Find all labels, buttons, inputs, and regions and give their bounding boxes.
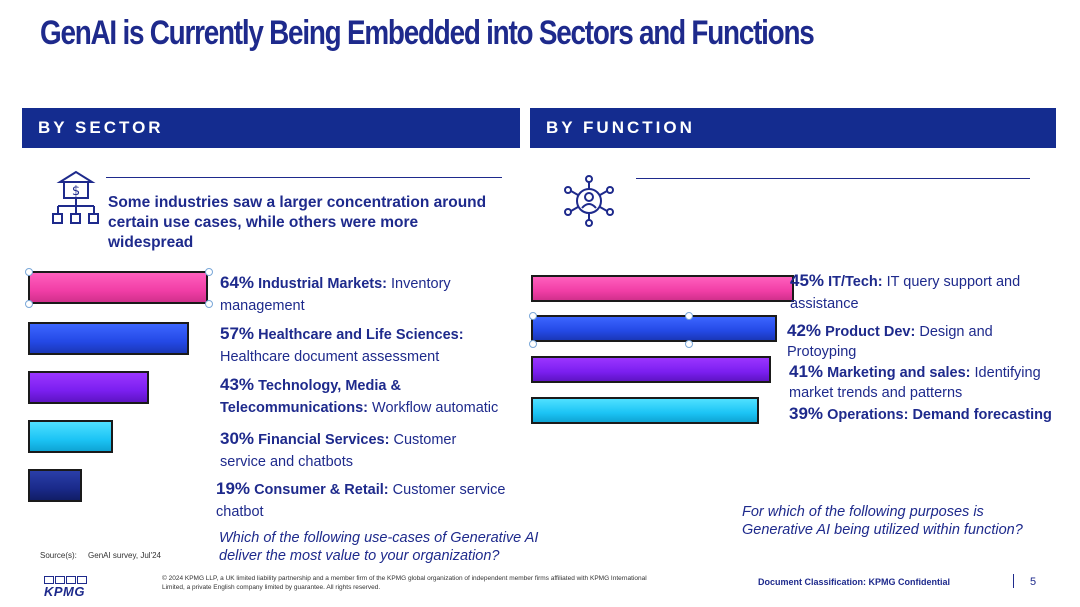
source-label: Source(s): bbox=[40, 551, 77, 560]
sector-heading: BY SECTOR bbox=[38, 118, 164, 137]
sector-bar bbox=[28, 322, 189, 355]
sector-label: 57% Healthcare and Life Sciences: Health… bbox=[220, 323, 520, 368]
sector-desc: Workflow automatic bbox=[372, 400, 499, 416]
sector-pct: 64% bbox=[220, 273, 255, 292]
function-heading: BY FUNCTION bbox=[546, 118, 695, 137]
resize-handle[interactable] bbox=[25, 300, 33, 308]
function-pct: 45% bbox=[790, 271, 825, 290]
resize-handle[interactable] bbox=[25, 268, 33, 276]
sector-label: 30% Financial Services: Customer service… bbox=[220, 428, 500, 473]
sector-pct: 19% bbox=[216, 479, 251, 498]
sector-name: Consumer & Retail: bbox=[254, 482, 389, 498]
sector-intro: Some industries saw a larger concentrati… bbox=[108, 194, 487, 251]
money-hierarchy-icon: $ bbox=[52, 170, 99, 224]
sector-pct: 57% bbox=[220, 324, 255, 343]
function-name: Product Dev: bbox=[825, 324, 916, 340]
function-pct: 39% bbox=[789, 404, 824, 423]
sector-desc: Customer service and chatbots bbox=[220, 432, 457, 470]
sector-label: 19% Consumer & Retail: Customer service … bbox=[216, 478, 542, 523]
function-label: 39% Operations: Demand forecasting bbox=[789, 403, 1079, 426]
function-bar bbox=[531, 397, 759, 424]
sector-name: Technology, Media & Telecommunications: bbox=[220, 378, 401, 416]
function-header: BY FUNCTION bbox=[530, 108, 1056, 148]
sector-label: 64% Industrial Markets: Inventory manage… bbox=[220, 272, 510, 317]
page-title: GenAI is Currently Being Embedded into S… bbox=[40, 14, 815, 52]
team-network-icon bbox=[564, 175, 614, 227]
legal-line: Limited, a private English company limit… bbox=[162, 584, 381, 591]
function-name: IT/Tech: bbox=[828, 274, 883, 290]
function-divider bbox=[636, 178, 1030, 179]
sector-divider bbox=[106, 177, 502, 178]
sector-bar bbox=[28, 420, 113, 453]
sector-pct: 30% bbox=[220, 429, 255, 448]
sector-desc: Customer service chatbot bbox=[216, 482, 506, 520]
sector-bar bbox=[28, 371, 149, 404]
svg-text:$: $ bbox=[72, 184, 80, 199]
function-bar bbox=[531, 275, 794, 302]
function-name: Operations: Demand forecasting bbox=[827, 407, 1052, 423]
function-label: 45% IT/Tech: IT query support and assist… bbox=[790, 270, 1060, 315]
sector-desc: Healthcare document assessment bbox=[220, 349, 440, 365]
sector-name: Financial Services: bbox=[258, 432, 390, 448]
sector-label: 43% Technology, Media & Telecommunicatio… bbox=[220, 374, 524, 419]
sector-name: Industrial Markets: bbox=[258, 276, 387, 292]
function-label: 42% Product Dev: Design and Protoyping bbox=[787, 321, 1037, 362]
legal-footer: © 2024 KPMG LLP, a UK limited liability … bbox=[162, 574, 722, 592]
function-pct: 41% bbox=[789, 362, 824, 381]
function-desc: IT query support and assistance bbox=[790, 274, 1021, 312]
resize-handle[interactable] bbox=[205, 300, 213, 308]
resize-handle[interactable] bbox=[205, 268, 213, 276]
sector-question: Which of the following use-cases of Gene… bbox=[219, 530, 539, 564]
function-desc: Identifying market trends and patterns bbox=[789, 365, 1041, 401]
function-question: For which of the following purposes is G… bbox=[742, 504, 1023, 538]
legal-line: © 2024 KPMG LLP, a UK limited liability … bbox=[162, 575, 647, 582]
sector-name: Healthcare and Life Sciences: bbox=[258, 327, 464, 343]
kpmg-logo: KPMG bbox=[44, 576, 90, 599]
function-bar bbox=[531, 315, 777, 342]
function-bar bbox=[531, 356, 771, 383]
sector-pct: 43% bbox=[220, 375, 255, 394]
document-classification: Document Classification: KPMG Confidenti… bbox=[758, 577, 951, 587]
footer-divider bbox=[1013, 574, 1014, 588]
sector-bar bbox=[28, 469, 82, 502]
function-name: Marketing and sales: bbox=[827, 365, 971, 381]
sector-bar bbox=[28, 271, 208, 304]
function-label: 41% Marketing and sales: Identifying mar… bbox=[789, 362, 1074, 403]
resize-handle[interactable] bbox=[529, 340, 537, 348]
source-note: Source(s): GenAI survey, Jul'24 bbox=[40, 551, 161, 560]
function-pct: 42% bbox=[787, 321, 822, 340]
sector-desc: Inventory management bbox=[220, 276, 451, 314]
sector-header: BY SECTOR bbox=[22, 108, 520, 148]
source-text: GenAI survey, Jul'24 bbox=[88, 551, 161, 560]
kpmg-logo-text: KPMG bbox=[44, 584, 85, 599]
resize-handle[interactable] bbox=[685, 340, 693, 348]
function-desc: Design and Protoyping bbox=[787, 324, 993, 360]
resize-handle[interactable] bbox=[685, 312, 693, 320]
resize-handle[interactable] bbox=[529, 312, 537, 320]
page-number: 5 bbox=[1030, 576, 1037, 588]
